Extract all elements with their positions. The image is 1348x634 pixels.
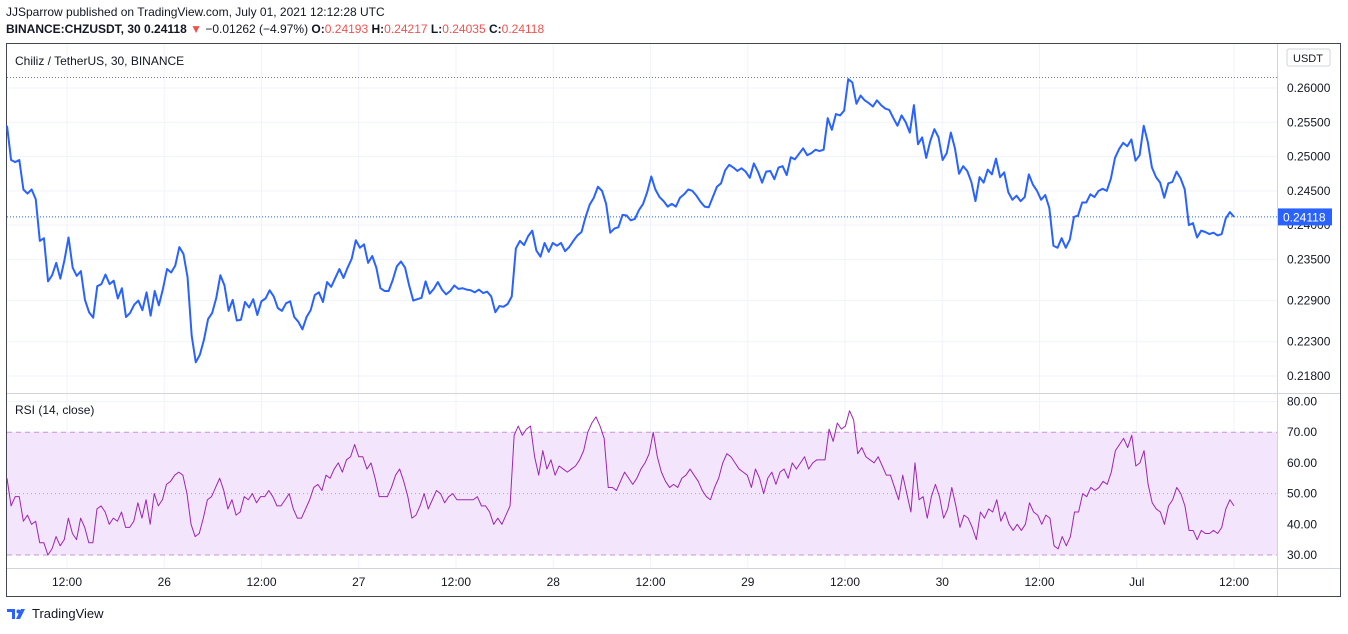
time-tick-label: 30 (936, 575, 950, 589)
rsi-tick-label: 80.00 (1287, 395, 1317, 409)
symbol-quote-line: BINANCE:CHZUSDT, 30 0.24118 ▼ −0.01262 (… (6, 21, 544, 38)
rsi-band (7, 432, 1277, 555)
chart-header: JJSparrow published on TradingView.com, … (6, 4, 544, 38)
tradingview-brand[interactable]: TradingView (32, 606, 104, 621)
price-tick-label: 0.22300 (1287, 335, 1331, 349)
last-price-badge (1278, 208, 1332, 226)
time-tick-label: 12:00 (635, 575, 665, 589)
rsi-pane-title: RSI (14, close) (15, 403, 94, 417)
low-label: L: (430, 22, 443, 36)
price-pane-title: Chiliz / TetherUS, 30, BINANCE (15, 54, 184, 68)
rsi-axis[interactable]: 80.00 70.00 60.00 50.00 40.00 30.00 (1287, 395, 1317, 563)
currency-badge[interactable] (1286, 48, 1331, 67)
down-arrow-icon: ▼ (190, 22, 202, 36)
time-tick-label: 12:00 (1219, 575, 1249, 589)
time-tick-label: 28 (547, 575, 561, 589)
high-label: H: (371, 22, 385, 36)
open-value: 0.24193 (324, 22, 369, 36)
price-tick-label: 0.22900 (1287, 294, 1331, 308)
time-tick-label: 27 (352, 575, 366, 589)
rsi-tick-label: 60.00 (1287, 456, 1317, 470)
price-tick-label: 0.26000 (1287, 81, 1331, 95)
price-pane[interactable] (7, 44, 1277, 393)
rsi-tick-label: 40.00 (1287, 517, 1317, 531)
time-tick-label: 12:00 (441, 575, 471, 589)
time-axis[interactable]: 12:00 26 12:00 27 12:00 28 12:00 29 12:00 30 12:00… (52, 575, 1249, 589)
last-price: 0.24118 (144, 22, 187, 36)
price-change: −0.01262 (−4.97%) (205, 22, 309, 36)
time-tick-label: 26 (158, 575, 172, 589)
time-tick-label: 12:00 (1024, 575, 1054, 589)
open-label: O: (311, 22, 325, 36)
publish-line: JJSparrow published on TradingView.com, … (6, 5, 385, 19)
time-tick-label: Jul (1129, 575, 1144, 589)
currency-label: USDT (1293, 53, 1323, 65)
footer: TradingView (6, 606, 104, 621)
time-tick-label: 12:00 (52, 575, 82, 589)
time-tick-label: 12:00 (246, 575, 276, 589)
price-tick-label: 0.25500 (1287, 115, 1331, 129)
low-value: 0.24035 (442, 22, 486, 36)
tradingview-logo-icon (7, 608, 25, 619)
price-tick-label: 0.21800 (1287, 369, 1331, 383)
price-series-line (6, 78, 1235, 364)
price-tick-label: 0.23500 (1287, 252, 1331, 266)
rsi-tick-label: 70.00 (1287, 425, 1317, 439)
price-tick-label: 0.24500 (1287, 184, 1331, 198)
rsi-tick-label: 50.00 (1287, 487, 1317, 501)
close-label: C: (488, 22, 502, 36)
rsi-tick-label: 30.00 (1287, 548, 1317, 562)
last-price-badge-label: 0.24118 (1283, 210, 1326, 224)
price-tick-label: 0.25000 (1287, 150, 1331, 164)
time-tick-label: 12:00 (830, 575, 860, 589)
close-value: 0.24118 (501, 22, 545, 36)
symbol-label: BINANCE:CHZUSDT, 30 (6, 22, 141, 36)
price-axis[interactable]: 0.260000.255000.250000.245000.240000.235… (1287, 81, 1331, 383)
rsi-series-line (6, 410, 1235, 556)
time-tick-label: 29 (741, 575, 755, 589)
high-value: 0.24217 (384, 22, 428, 36)
chart-frame (6, 43, 1341, 597)
